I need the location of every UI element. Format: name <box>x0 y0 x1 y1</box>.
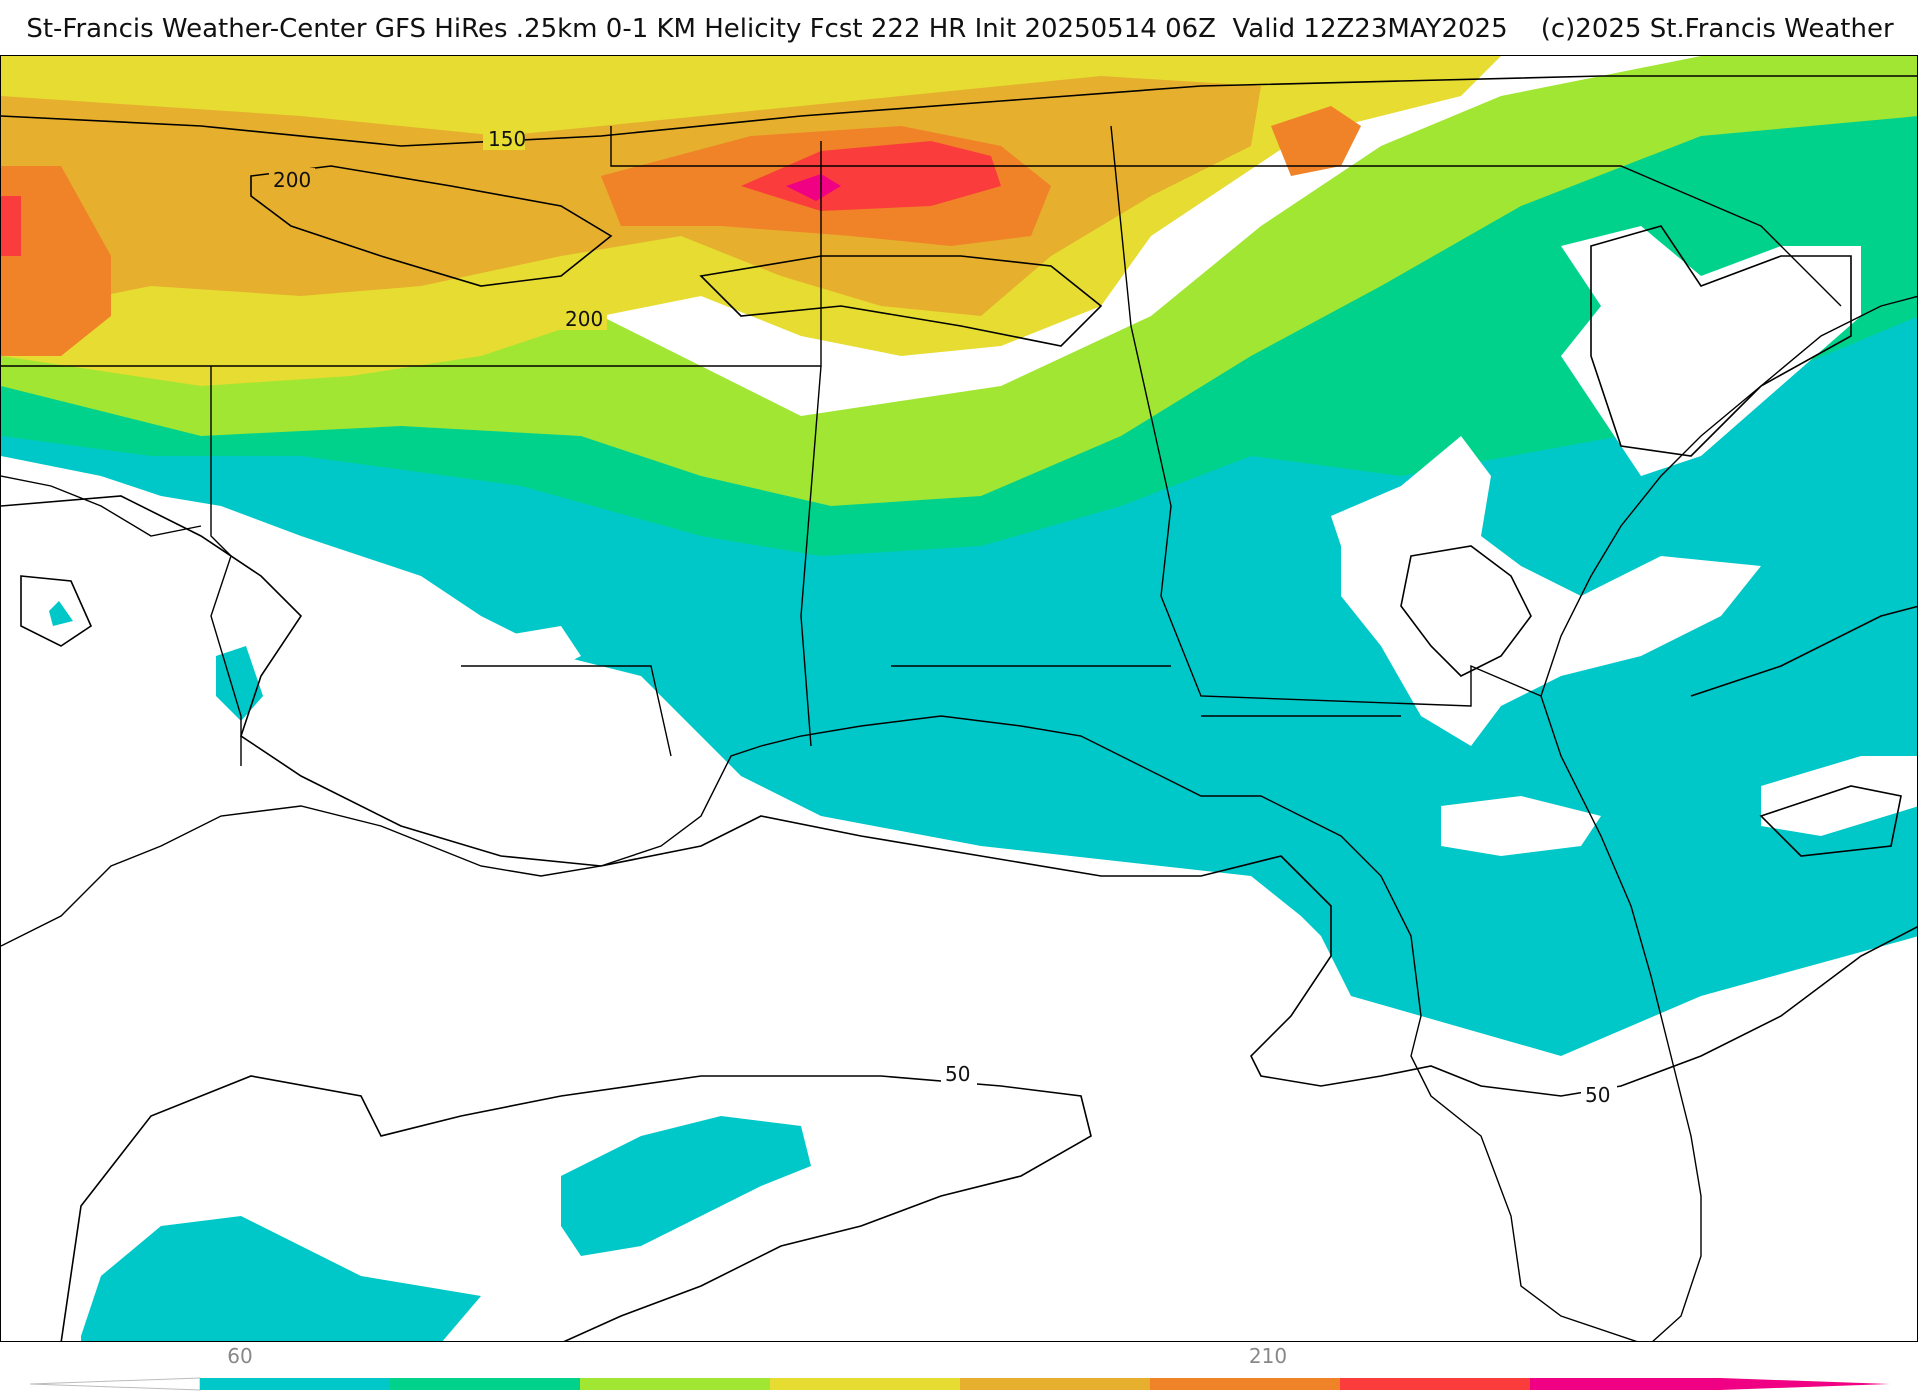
contour-west-loop <box>20 575 93 647</box>
colorbar-segment-5 <box>960 1378 1150 1390</box>
fill-cyan-gulf-1 <box>561 1116 811 1256</box>
fill-white-island-4 <box>1761 756 1917 836</box>
contour-label-200-a: 200 <box>273 168 311 192</box>
florida-east-coast <box>1540 695 1702 1341</box>
colorbar-tick-60: 60 <box>227 1344 253 1368</box>
contour-200-a <box>250 165 613 287</box>
fill-white-island-2 <box>1331 436 1761 746</box>
map-title: St-Francis Weather-Center GFS HiRes .25k… <box>26 14 1894 44</box>
colorbar-segment-4 <box>770 1378 960 1390</box>
state-border-3 <box>1110 125 1542 707</box>
contour-200-b <box>699 255 1103 347</box>
contour-label-layer: 150 200 200 50 50 <box>269 126 1617 1107</box>
colorbar-labels: 60 210 <box>0 1344 1920 1374</box>
fill-band-green <box>1 96 1917 556</box>
contour-50-main <box>1 495 1917 1097</box>
contour-east-band-2 <box>1759 785 1902 857</box>
colorbar <box>30 1377 1890 1391</box>
helicity-map: 150 200 200 50 50 <box>0 55 1918 1342</box>
fill-band-dark-orange <box>1 166 111 356</box>
fill-cyan-gulf-2 <box>81 1216 481 1341</box>
contour-label-150: 150 <box>488 127 526 151</box>
colorbar-tick-210: 210 <box>1248 1344 1288 1368</box>
contour-50-island <box>1400 545 1532 677</box>
state-border-2 <box>800 365 822 747</box>
helicity-fill-layer <box>1 56 1917 1341</box>
fill-band-lime <box>1 56 1917 506</box>
fill-white-island-5 <box>501 626 581 676</box>
state-border-6 <box>461 665 672 757</box>
fill-cyan-west-2 <box>216 646 263 721</box>
colorbar-segment-1 <box>200 1378 390 1390</box>
colorbar-segment-8 <box>1530 1378 1720 1390</box>
contour-150 <box>1 75 1917 147</box>
colorbar-under-triangle <box>30 1377 201 1391</box>
contour-label-50-b: 50 <box>1585 1083 1610 1107</box>
state-border-4 <box>210 366 242 766</box>
contour-east-band <box>1690 605 1917 697</box>
fill-band-red-2 <box>1 196 21 256</box>
state-border-5 <box>610 126 1842 307</box>
colorbar-segment-6 <box>1150 1378 1340 1390</box>
contour-label-200-b: 200 <box>565 307 603 331</box>
colorbar-over-triangle <box>1720 1378 1890 1390</box>
fill-white-island-3 <box>1441 796 1601 856</box>
fill-cyan-west-1 <box>49 601 73 626</box>
fill-band-dark-orange-3 <box>1271 106 1361 176</box>
colorbar-segment-3 <box>580 1378 770 1390</box>
fill-white-island-1 <box>1561 226 1861 476</box>
colorbar-segment-7 <box>1340 1378 1530 1390</box>
fill-band-magenta <box>786 174 841 201</box>
contour-label-50-a: 50 <box>945 1062 970 1086</box>
colorbar-segment-2 <box>390 1378 580 1390</box>
contour-50-east <box>1590 225 1852 457</box>
state-border-9 <box>1 475 202 537</box>
